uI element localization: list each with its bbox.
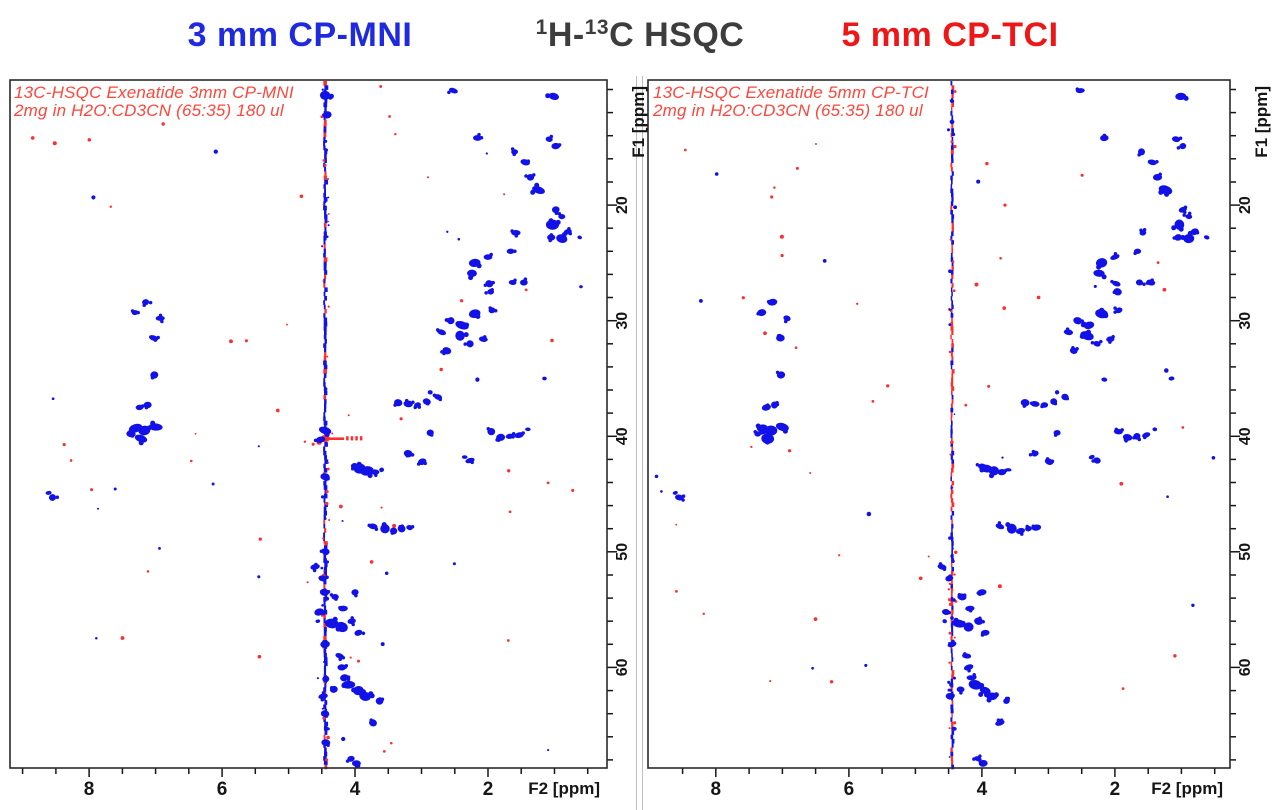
spectrum-panel-right: 20 30 40 50 60 2 4 6 8 13C-HSQC Exenatide 5mm CP… (647, 79, 1271, 800)
center-title-rest: C HSQC (609, 16, 745, 54)
axes-ticks: 20 30 40 50 60 2 4 6 8 (21, 88, 631, 800)
f1-axis-label: F1 [ppm] (629, 86, 648, 158)
svg-text:20: 20 (614, 196, 631, 214)
center-title-mid: H- (547, 16, 585, 54)
svg-text:4: 4 (977, 779, 988, 800)
svg-text:40: 40 (1237, 427, 1254, 445)
cross-peaks-layer (672, 87, 1210, 767)
water-ridge (946, 81, 958, 770)
svg-text:50: 50 (1237, 543, 1254, 561)
annotation-line2: 2mg in H2O:CD3CN (65:35) 180 ul (652, 101, 924, 120)
svg-text:6: 6 (844, 779, 855, 800)
spectrum-panel-left: 20 30 40 50 60 2 4 6 8 13C-HSQC Exenatide 3mm CP… (9, 79, 648, 800)
svg-text:6: 6 (217, 779, 228, 800)
panel-separator-line (636, 76, 643, 810)
left-panel-title: 3 mm CP-MNI (187, 16, 413, 54)
svg-text:30: 30 (614, 312, 631, 330)
annotation-line1: 13C-HSQC Exenatide 3mm CP-MNI (14, 83, 294, 102)
svg-text:40: 40 (614, 427, 631, 445)
svg-text:20: 20 (1237, 196, 1254, 214)
center-figure-title: 1H-13C HSQC (470, 16, 810, 58)
right-panel-title: 5 mm CP-TCI (841, 16, 1059, 54)
plot-border (9, 79, 608, 769)
svg-text:30: 30 (1237, 312, 1254, 330)
svg-text:60: 60 (1237, 658, 1254, 676)
svg-text:2: 2 (483, 779, 494, 800)
annotation-line1: 13C-HSQC Exenatide 5mm CP-TCI (653, 83, 929, 102)
annotation-line2: 2mg in H2O:CD3CN (65:35) 180 ul (13, 101, 285, 120)
svg-text:4: 4 (350, 779, 361, 800)
svg-text:8: 8 (84, 779, 95, 800)
plot-border (647, 79, 1231, 769)
f2-axis-label: F2 [ppm] (528, 779, 600, 798)
svg-text:60: 60 (614, 658, 631, 676)
noise-dots-layer (654, 143, 1216, 690)
cross-peaks-layer (45, 87, 582, 769)
f2-axis-label: F2 [ppm] (1151, 779, 1223, 798)
superscript-1: 1 (535, 16, 548, 39)
axes-ticks: 20 30 40 50 60 2 4 6 8 (681, 88, 1254, 800)
svg-text:50: 50 (614, 543, 631, 561)
noise-dots-layer (30, 85, 584, 753)
superscript-13: 13 (584, 16, 610, 39)
svg-text:8: 8 (711, 779, 722, 800)
f1-axis-label: F1 [ppm] (1252, 86, 1271, 158)
svg-text:2: 2 (1110, 779, 1121, 800)
